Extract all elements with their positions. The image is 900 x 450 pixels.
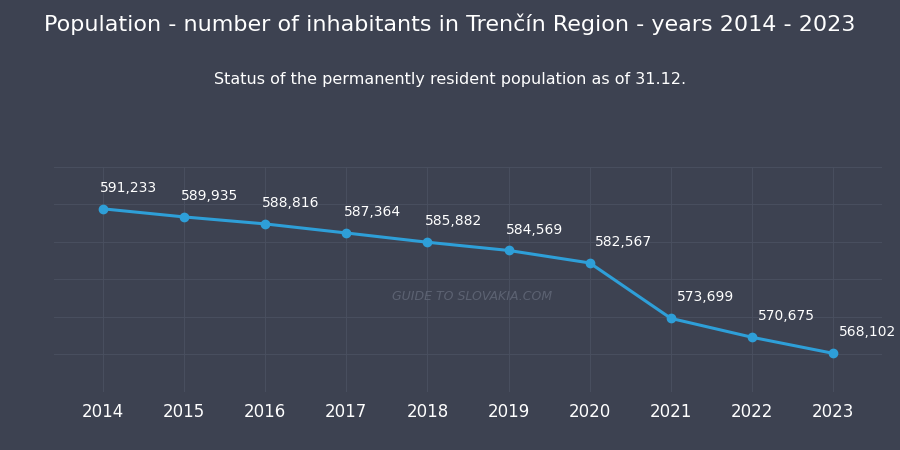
Text: 570,675: 570,675 [758, 310, 814, 324]
Text: 573,699: 573,699 [677, 291, 733, 305]
Text: 588,816: 588,816 [262, 196, 320, 210]
Text: 587,364: 587,364 [344, 205, 400, 219]
Text: 582,567: 582,567 [595, 235, 652, 249]
Text: 591,233: 591,233 [100, 181, 158, 195]
Text: Population - number of inhabitants in Trenčín Region - years 2014 - 2023: Population - number of inhabitants in Tr… [44, 14, 856, 35]
Text: Status of the permanently resident population as of 31.12.: Status of the permanently resident popul… [214, 72, 686, 87]
Text: 584,569: 584,569 [506, 223, 563, 237]
Text: 585,882: 585,882 [425, 214, 482, 228]
Text: 589,935: 589,935 [181, 189, 238, 203]
Text: GUIDE TO SLOVAKIA.COM: GUIDE TO SLOVAKIA.COM [384, 291, 552, 303]
Text: 568,102: 568,102 [839, 325, 896, 339]
